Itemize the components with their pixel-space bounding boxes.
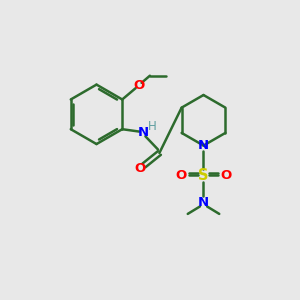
Text: O: O	[134, 162, 146, 175]
Text: N: N	[198, 139, 209, 152]
Text: H: H	[148, 120, 156, 133]
Text: O: O	[134, 79, 145, 92]
Text: N: N	[198, 196, 209, 208]
Text: O: O	[176, 169, 187, 182]
Text: N: N	[137, 126, 148, 139]
Text: O: O	[220, 169, 231, 182]
Text: S: S	[198, 168, 209, 183]
